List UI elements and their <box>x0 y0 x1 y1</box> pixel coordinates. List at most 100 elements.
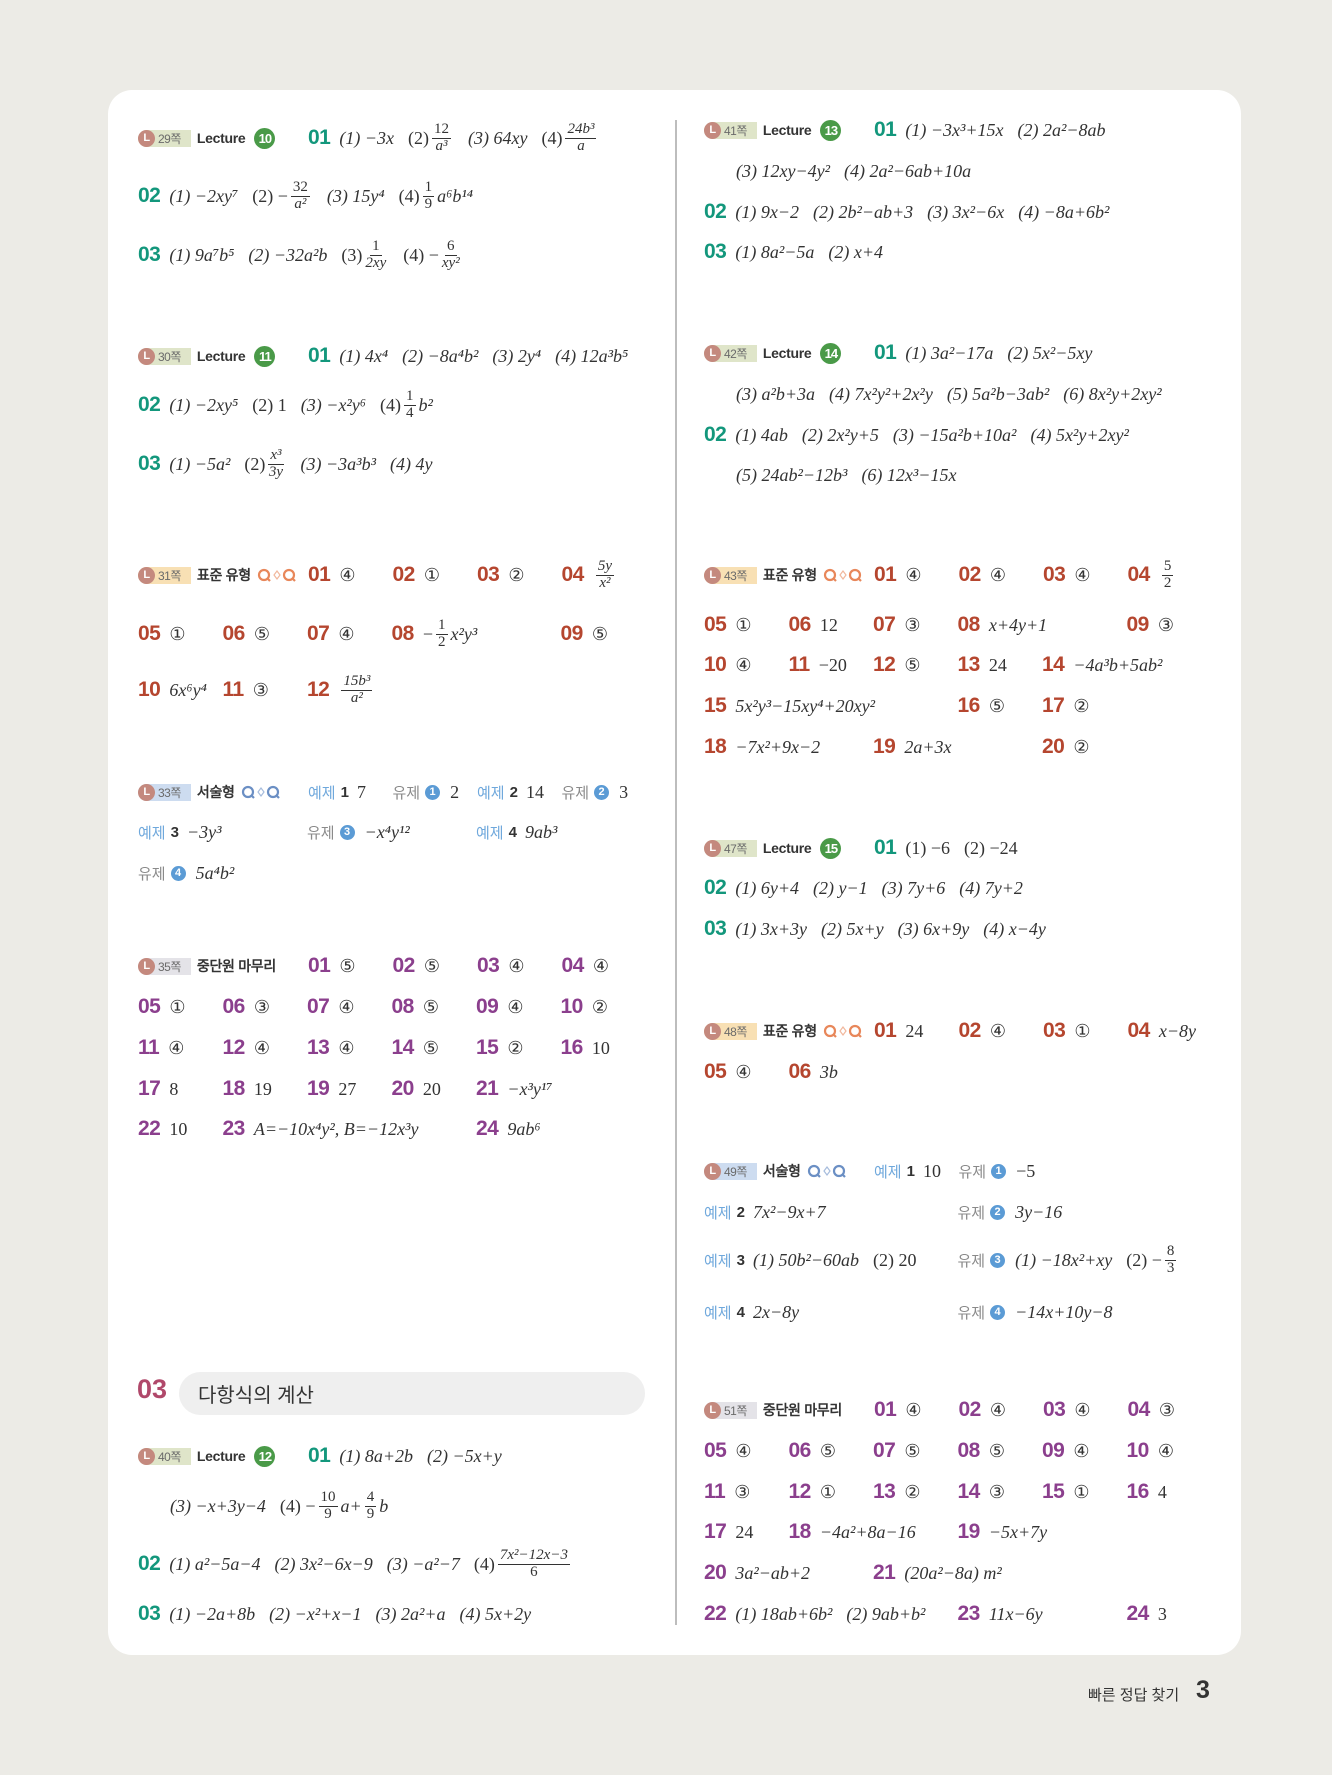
fraction: 7x²−12x−3 6 <box>497 1547 570 1581</box>
section-title: Lecture <box>762 345 812 361</box>
answer-item: 예제 3 −3y³ <box>138 822 307 843</box>
answer-item: 09 ③ <box>1127 613 1212 637</box>
answer-text: 10 <box>591 1037 610 1058</box>
practice-number-icon: 4 <box>990 1304 1006 1320</box>
answer-text: (2) 2x²y+5 <box>801 424 879 445</box>
answer-text: (1) 50b²−60ab <box>752 1249 859 1270</box>
question-number: 01 <box>308 126 331 149</box>
question-number: 13 <box>873 1480 896 1503</box>
practice-tag: 유제 <box>138 865 166 883</box>
question-number: 19 <box>307 1077 330 1100</box>
question-number: 01 <box>308 1444 331 1467</box>
question-number: 02 <box>958 563 982 586</box>
practice-tag: 유제 <box>561 784 590 802</box>
section-header: L 31쪽 표준 유형 <box>138 565 308 585</box>
question-number: 20 <box>1042 735 1065 758</box>
answer-text: (1) −2a+8b <box>169 1603 256 1624</box>
answer-text: 3 <box>619 781 629 802</box>
question-number: 10 <box>138 678 161 701</box>
answer-text: (2) x+4 <box>828 241 884 262</box>
page-reference: 48쪽 <box>724 1024 747 1039</box>
answer-text: (2) <box>244 453 266 474</box>
answer-item: 02 (1) −2xy⁷ (2) −32 a² (3) 15y⁴ (4) 1 9 a⁶b¹⁴ <box>138 178 473 213</box>
question-number: 01 <box>874 836 897 859</box>
page-badge: L 41쪽 <box>704 121 757 139</box>
practice-tag: 유제 <box>307 824 335 842</box>
answer-item: 05 ① <box>704 613 789 637</box>
answer-row: 03 (1) 3x+3y (2) 5x+y (3) 6x+9y (4) x−4y <box>704 907 1046 951</box>
answer-item: 20 ② <box>1042 735 1127 759</box>
question-number: 03 <box>477 954 500 977</box>
answer-text: ④ <box>338 996 355 1017</box>
question-number: 01 <box>874 341 897 364</box>
answer-item: 04 5 2 <box>1128 558 1213 592</box>
answer-text: (3) −3a³b³ <box>300 453 376 474</box>
answer-text: (5) 5a²b−3ab² <box>946 383 1050 404</box>
question-number: 20 <box>391 1077 415 1100</box>
answer-text: 7 <box>356 781 366 802</box>
practice-number-icon: 1 <box>425 784 441 800</box>
practice-tag: 유제 <box>957 1204 986 1222</box>
answer-text: (1) −3x <box>339 127 394 148</box>
answer-item: 02 (1) 9x−2 (2) 2b²−ab+3 (3) 3x²−6x (4) −8a+… <box>704 200 1109 224</box>
question-number: 03 <box>704 917 727 940</box>
column-divider <box>675 120 677 1625</box>
answer-row: 03 (1) 8a²−5a (2) x+4 <box>704 230 883 274</box>
answer-text: ① <box>819 1481 836 1502</box>
answer-text: (4) 4y <box>389 453 433 474</box>
answer-item: 03 (1) 8a²−5a (2) x+4 <box>704 240 883 264</box>
lecture-l-icon: L <box>704 566 721 584</box>
question-number: 13 <box>957 653 981 676</box>
numerator: 5y <box>595 557 615 576</box>
chapter-title: 다항식의 계산 <box>198 1385 314 1407</box>
answer-row: 20 3a²−ab+2 21 (20a²−8a) m² <box>704 1551 1042 1595</box>
answer-text: ② <box>1073 695 1090 716</box>
answer-item: 13 24 <box>958 653 1043 677</box>
page-reference: 40쪽 <box>158 1449 181 1464</box>
answer-text: ④ <box>905 1399 922 1420</box>
section-title: 서술형 <box>196 784 235 800</box>
answer-text: (2) y−1 <box>812 877 868 898</box>
question-number: 12 <box>788 1480 812 1503</box>
answer-row: 05 ① 06 12 07 ③ 08 x+4y+1 09 ③ <box>704 603 1211 647</box>
numerator: 1 <box>404 387 416 406</box>
practice-tag: 유제 <box>957 1252 986 1270</box>
answer-row: 05 ④ 06 3b <box>704 1050 873 1094</box>
question-number: 03 <box>1043 1398 1066 1421</box>
denominator: 3y <box>268 463 284 480</box>
answer-text: −4a³b+5ab² <box>1073 654 1163 675</box>
answer-text: (3) <box>341 244 363 265</box>
answer-item: 19 2a+3x <box>873 735 1042 759</box>
answer-item: 03 (1) 3x+3y (2) 5x+y (3) 6x+9y (4) x−4y <box>704 917 1046 941</box>
answer-text: (2) − <box>252 185 288 206</box>
practice-number-icon: 2 <box>594 784 610 800</box>
answer-item: 11 ④ <box>138 1036 223 1060</box>
numerator: x³ <box>268 446 284 465</box>
question-number: 07 <box>307 995 330 1018</box>
page-reference: 31쪽 <box>158 568 181 583</box>
fraction: 12 a³ <box>431 121 451 155</box>
answer-text: ⑤ <box>253 623 270 644</box>
answer-item: 유제 1 −5 <box>959 1161 1044 1182</box>
question-number: 11 <box>704 1480 726 1503</box>
lecture-number-icon: 12 <box>254 1445 276 1467</box>
answer-item: 17 ② <box>1042 694 1127 718</box>
lecture-l-icon: L <box>704 121 721 139</box>
answer-item: 10 6x⁶y⁴ <box>138 678 223 702</box>
practice-number-icon: 3 <box>339 824 355 840</box>
question-number: 08 <box>391 995 415 1018</box>
answer-text: x²y³ <box>450 623 478 644</box>
answer-text: 14 <box>525 781 544 802</box>
numerator: 1 <box>422 178 435 197</box>
q-plus-q-icon <box>823 1024 862 1038</box>
lecture-l-icon: L <box>138 129 155 147</box>
answer-item: 01 ④ <box>874 563 959 587</box>
q-plus-q-icon <box>241 785 280 799</box>
answer-text: (2) 3x²−6x−9 <box>274 1553 373 1574</box>
denominator: 2 <box>1163 574 1172 591</box>
denominator: 9 <box>324 1505 332 1522</box>
answer-item: 09 ④ <box>1042 1439 1127 1463</box>
page-reference: 42쪽 <box>724 346 747 361</box>
page-reference: 47쪽 <box>724 841 747 856</box>
answer-item: 유제 4 −14x+10y−8 <box>958 1302 1127 1323</box>
